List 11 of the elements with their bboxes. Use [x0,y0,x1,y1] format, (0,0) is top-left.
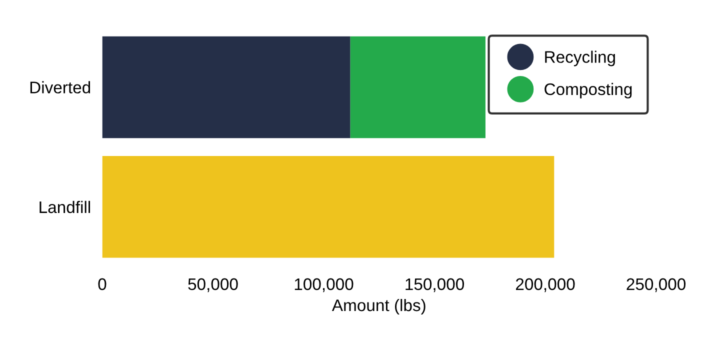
x-tick-label: 50,000 [188,278,238,292]
x-tick-label: 0 [98,278,106,290]
x-tick-label: 250,000 [626,278,686,292]
y-tick-label: Landfill [40,200,90,214]
legend-label: Recycling [545,50,615,66]
legend-label: Composting [544,82,632,98]
x-tick-label: 150,000 [406,278,464,292]
x-tick-label: 200,000 [516,278,575,292]
x-axis-title: Amount (lbs) [332,298,426,314]
x-tick-label: 100,000 [294,278,354,292]
y-tick-label: Diverted [30,81,90,94]
